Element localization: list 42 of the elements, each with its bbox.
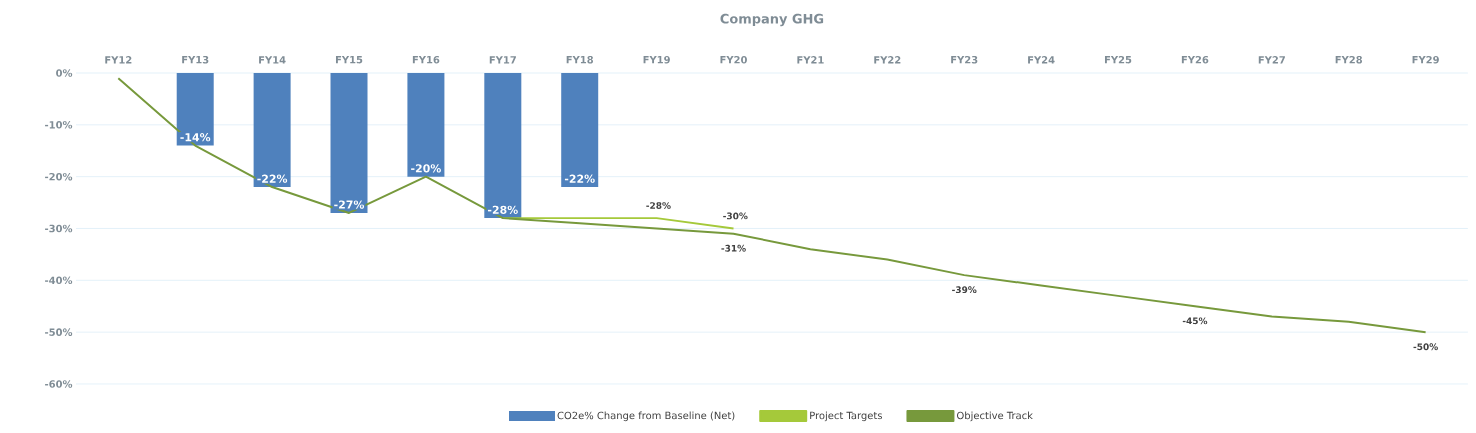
- x-tick-label: FY17: [489, 56, 516, 64]
- legend-label: CO2e% Change from Baseline (Net): [557, 411, 735, 422]
- x-tick-label: FY18: [566, 55, 594, 64]
- y-tick-label: 0%: [56, 69, 73, 77]
- y-tick-label: -10%: [45, 121, 73, 129]
- data-label: -45%: [1182, 317, 1208, 325]
- x-tick-label: FY13: [182, 55, 209, 64]
- x-tick-label: FY23: [951, 55, 978, 64]
- legend-label: Project Targets: [810, 411, 882, 422]
- x-tick-label: FY12: [105, 56, 132, 64]
- y-tick-label: -50%: [45, 328, 73, 336]
- data-label: -31%: [721, 244, 746, 252]
- x-tick-label: FY19: [643, 55, 670, 64]
- x-tick-label: FY22: [874, 56, 901, 64]
- y-tick-label: -60%: [45, 380, 73, 388]
- x-tick-label: FY28: [1335, 55, 1363, 64]
- data-label: -28%: [646, 202, 671, 209]
- legend-label: Objective Track: [957, 411, 1033, 422]
- data-label: -20%: [411, 164, 441, 173]
- x-tick-label: FY27: [1258, 56, 1285, 64]
- x-tick-label: FY25: [1104, 55, 1132, 64]
- x-tick-label: FY21: [797, 56, 824, 64]
- data-label: -22%: [257, 174, 288, 183]
- y-tick-label: -20%: [45, 172, 73, 181]
- data-label: -14%: [180, 133, 211, 142]
- line-series: [117, 77, 1427, 334]
- data-label: -28%: [488, 205, 518, 214]
- x-tick-label: FY24: [1028, 56, 1055, 64]
- data-label: -27%: [334, 200, 365, 209]
- y-tick-label: -30%: [45, 224, 73, 233]
- x-tick-label: FY16: [412, 55, 440, 64]
- data-label: -39%: [952, 286, 977, 294]
- x-tick-label: FY26: [1181, 55, 1209, 64]
- data-label: -50%: [1413, 343, 1438, 351]
- x-tick-label: FY14: [259, 56, 286, 64]
- x-tick-label: FY20: [720, 55, 747, 64]
- data-label: -22%: [564, 174, 595, 183]
- x-tick-label: FY15: [335, 56, 363, 64]
- y-tick-label: -40%: [45, 276, 73, 285]
- x-tick-label: FY29: [1412, 55, 1439, 64]
- chart-title: Company GHG: [720, 13, 824, 27]
- data-label: -30%: [723, 212, 748, 220]
